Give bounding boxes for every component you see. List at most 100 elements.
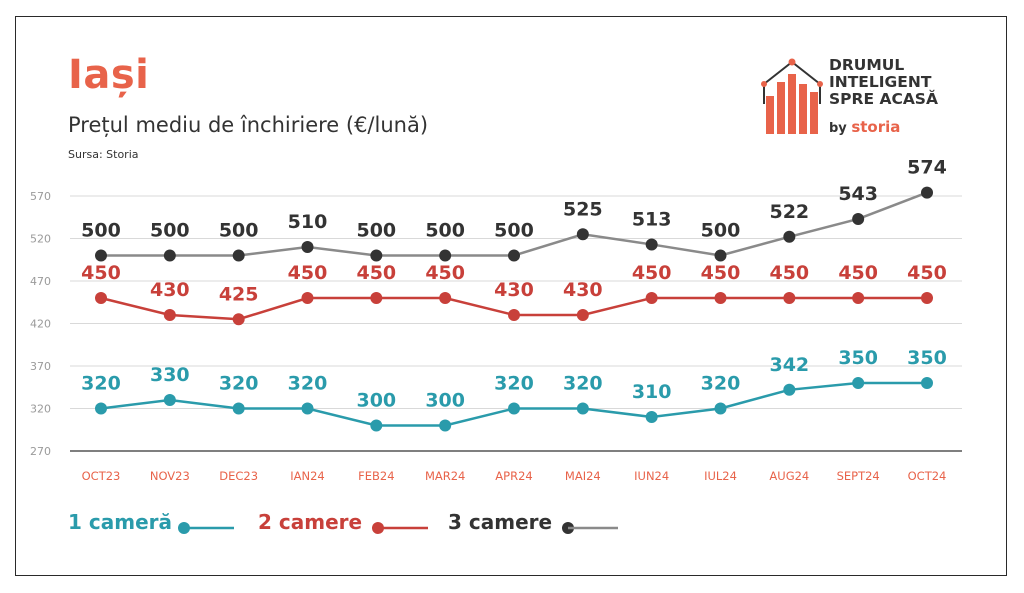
x-tick-label: DEC23 xyxy=(219,469,258,483)
data-label: 320 xyxy=(219,373,259,395)
x-tick-label: AUG24 xyxy=(769,469,809,483)
data-point xyxy=(508,249,520,262)
data-label: 330 xyxy=(150,364,190,386)
y-tick-label: 320 xyxy=(30,403,51,416)
data-label: 450 xyxy=(838,262,878,284)
data-point xyxy=(232,313,245,326)
data-label: 450 xyxy=(288,262,328,284)
data-point xyxy=(921,292,933,304)
source-note: Sursa: Storia xyxy=(68,148,139,161)
data-point xyxy=(852,292,865,304)
data-point xyxy=(232,249,245,262)
data-label: 574 xyxy=(907,157,947,179)
data-label: 510 xyxy=(288,211,328,233)
data-point xyxy=(301,402,314,415)
data-point xyxy=(508,309,520,321)
data-point xyxy=(95,402,107,415)
data-label: 500 xyxy=(356,220,396,242)
series-2-camere: 450 430 425 450 450 450 430 430 450 450 450 450 450 xyxy=(81,262,947,326)
house-bars-icon xyxy=(761,58,823,134)
chart-subtitle: Prețul mediu de închiriere (€/lună) xyxy=(68,113,429,137)
x-tick-label: APR24 xyxy=(495,469,532,483)
x-tick-label: OCT23 xyxy=(82,469,121,483)
data-label: 350 xyxy=(907,347,947,369)
series-3-camere: 500 500 500 510 500 500 500 525 513 500 522 543 574 xyxy=(81,157,947,262)
data-label: 430 xyxy=(494,279,534,301)
data-label: 500 xyxy=(150,220,190,242)
data-point xyxy=(370,292,383,304)
x-tick-label: SEPT24 xyxy=(837,469,880,483)
data-label: 522 xyxy=(769,201,809,223)
data-label: 320 xyxy=(288,373,328,395)
logo: DRUMUL INTELIGENT SPRE ACASĂ by storia xyxy=(758,54,968,142)
data-label: 500 xyxy=(494,220,534,242)
data-point xyxy=(576,402,589,415)
data-label: 310 xyxy=(632,381,672,403)
data-point xyxy=(645,411,658,423)
x-tick-label: MAI24 xyxy=(565,469,601,483)
data-label: 450 xyxy=(81,262,121,284)
data-point xyxy=(783,383,796,396)
data-point xyxy=(714,249,727,262)
legend-label: 2 camere xyxy=(258,510,363,534)
data-point xyxy=(95,292,107,304)
data-point xyxy=(714,402,727,415)
data-point xyxy=(852,212,865,225)
logo-line-2: INTELIGENT xyxy=(829,73,932,91)
data-point xyxy=(576,228,589,241)
data-point xyxy=(852,377,865,389)
data-label: 320 xyxy=(701,373,741,395)
series-1-cameră: 320 330 320 320 300 300 320 320 310 320 342 350 350 xyxy=(81,347,947,432)
legend-marker xyxy=(562,522,618,534)
logo-by: by xyxy=(829,121,847,136)
data-point xyxy=(95,249,107,262)
data-point xyxy=(439,292,452,304)
data-point xyxy=(301,292,314,304)
y-tick-label: 420 xyxy=(30,318,51,331)
data-point xyxy=(921,377,933,389)
data-label: 543 xyxy=(838,183,878,205)
logo-brand: storia xyxy=(851,118,901,136)
data-label: 430 xyxy=(150,279,190,301)
data-label: 300 xyxy=(356,390,396,412)
x-tick-label: NOV23 xyxy=(150,469,190,483)
data-label: 320 xyxy=(81,373,121,395)
data-point xyxy=(163,309,176,321)
y-tick-label: 570 xyxy=(30,190,51,203)
data-label: 500 xyxy=(219,220,259,242)
data-point xyxy=(508,402,520,415)
y-tick-label: 270 xyxy=(30,445,51,458)
data-label: 450 xyxy=(701,262,741,284)
x-tick-label: IUL24 xyxy=(704,469,737,483)
legend-label: 3 camere xyxy=(448,510,553,534)
data-label: 320 xyxy=(494,373,534,395)
data-point xyxy=(783,292,796,304)
chart-frame xyxy=(15,16,1007,576)
logo-line-3: SPRE ACASĂ xyxy=(829,90,938,108)
y-tick-label: 370 xyxy=(30,360,51,373)
data-point xyxy=(645,292,658,304)
x-tick-label: IAN24 xyxy=(290,469,325,483)
data-point xyxy=(645,238,658,251)
data-label: 350 xyxy=(838,347,878,369)
logo-byline: by storia xyxy=(829,118,900,136)
data-label: 320 xyxy=(563,373,603,395)
data-point xyxy=(714,292,727,304)
data-point xyxy=(439,249,452,262)
x-tick-label: IUN24 xyxy=(634,469,669,483)
x-tick-label: OCT24 xyxy=(908,469,947,483)
data-label: 300 xyxy=(425,390,465,412)
y-tick-label: 520 xyxy=(30,233,51,246)
data-label: 342 xyxy=(769,354,809,376)
data-point xyxy=(232,402,245,415)
legend-marker xyxy=(372,522,428,534)
data-label: 513 xyxy=(632,208,672,230)
data-point xyxy=(370,419,383,432)
city-title: Iași xyxy=(68,52,150,98)
data-label: 500 xyxy=(425,220,465,242)
x-tick-label: FEB24 xyxy=(358,469,394,483)
data-point xyxy=(783,230,796,243)
legend-label: 1 cameră xyxy=(68,510,172,534)
data-label: 450 xyxy=(425,262,465,284)
